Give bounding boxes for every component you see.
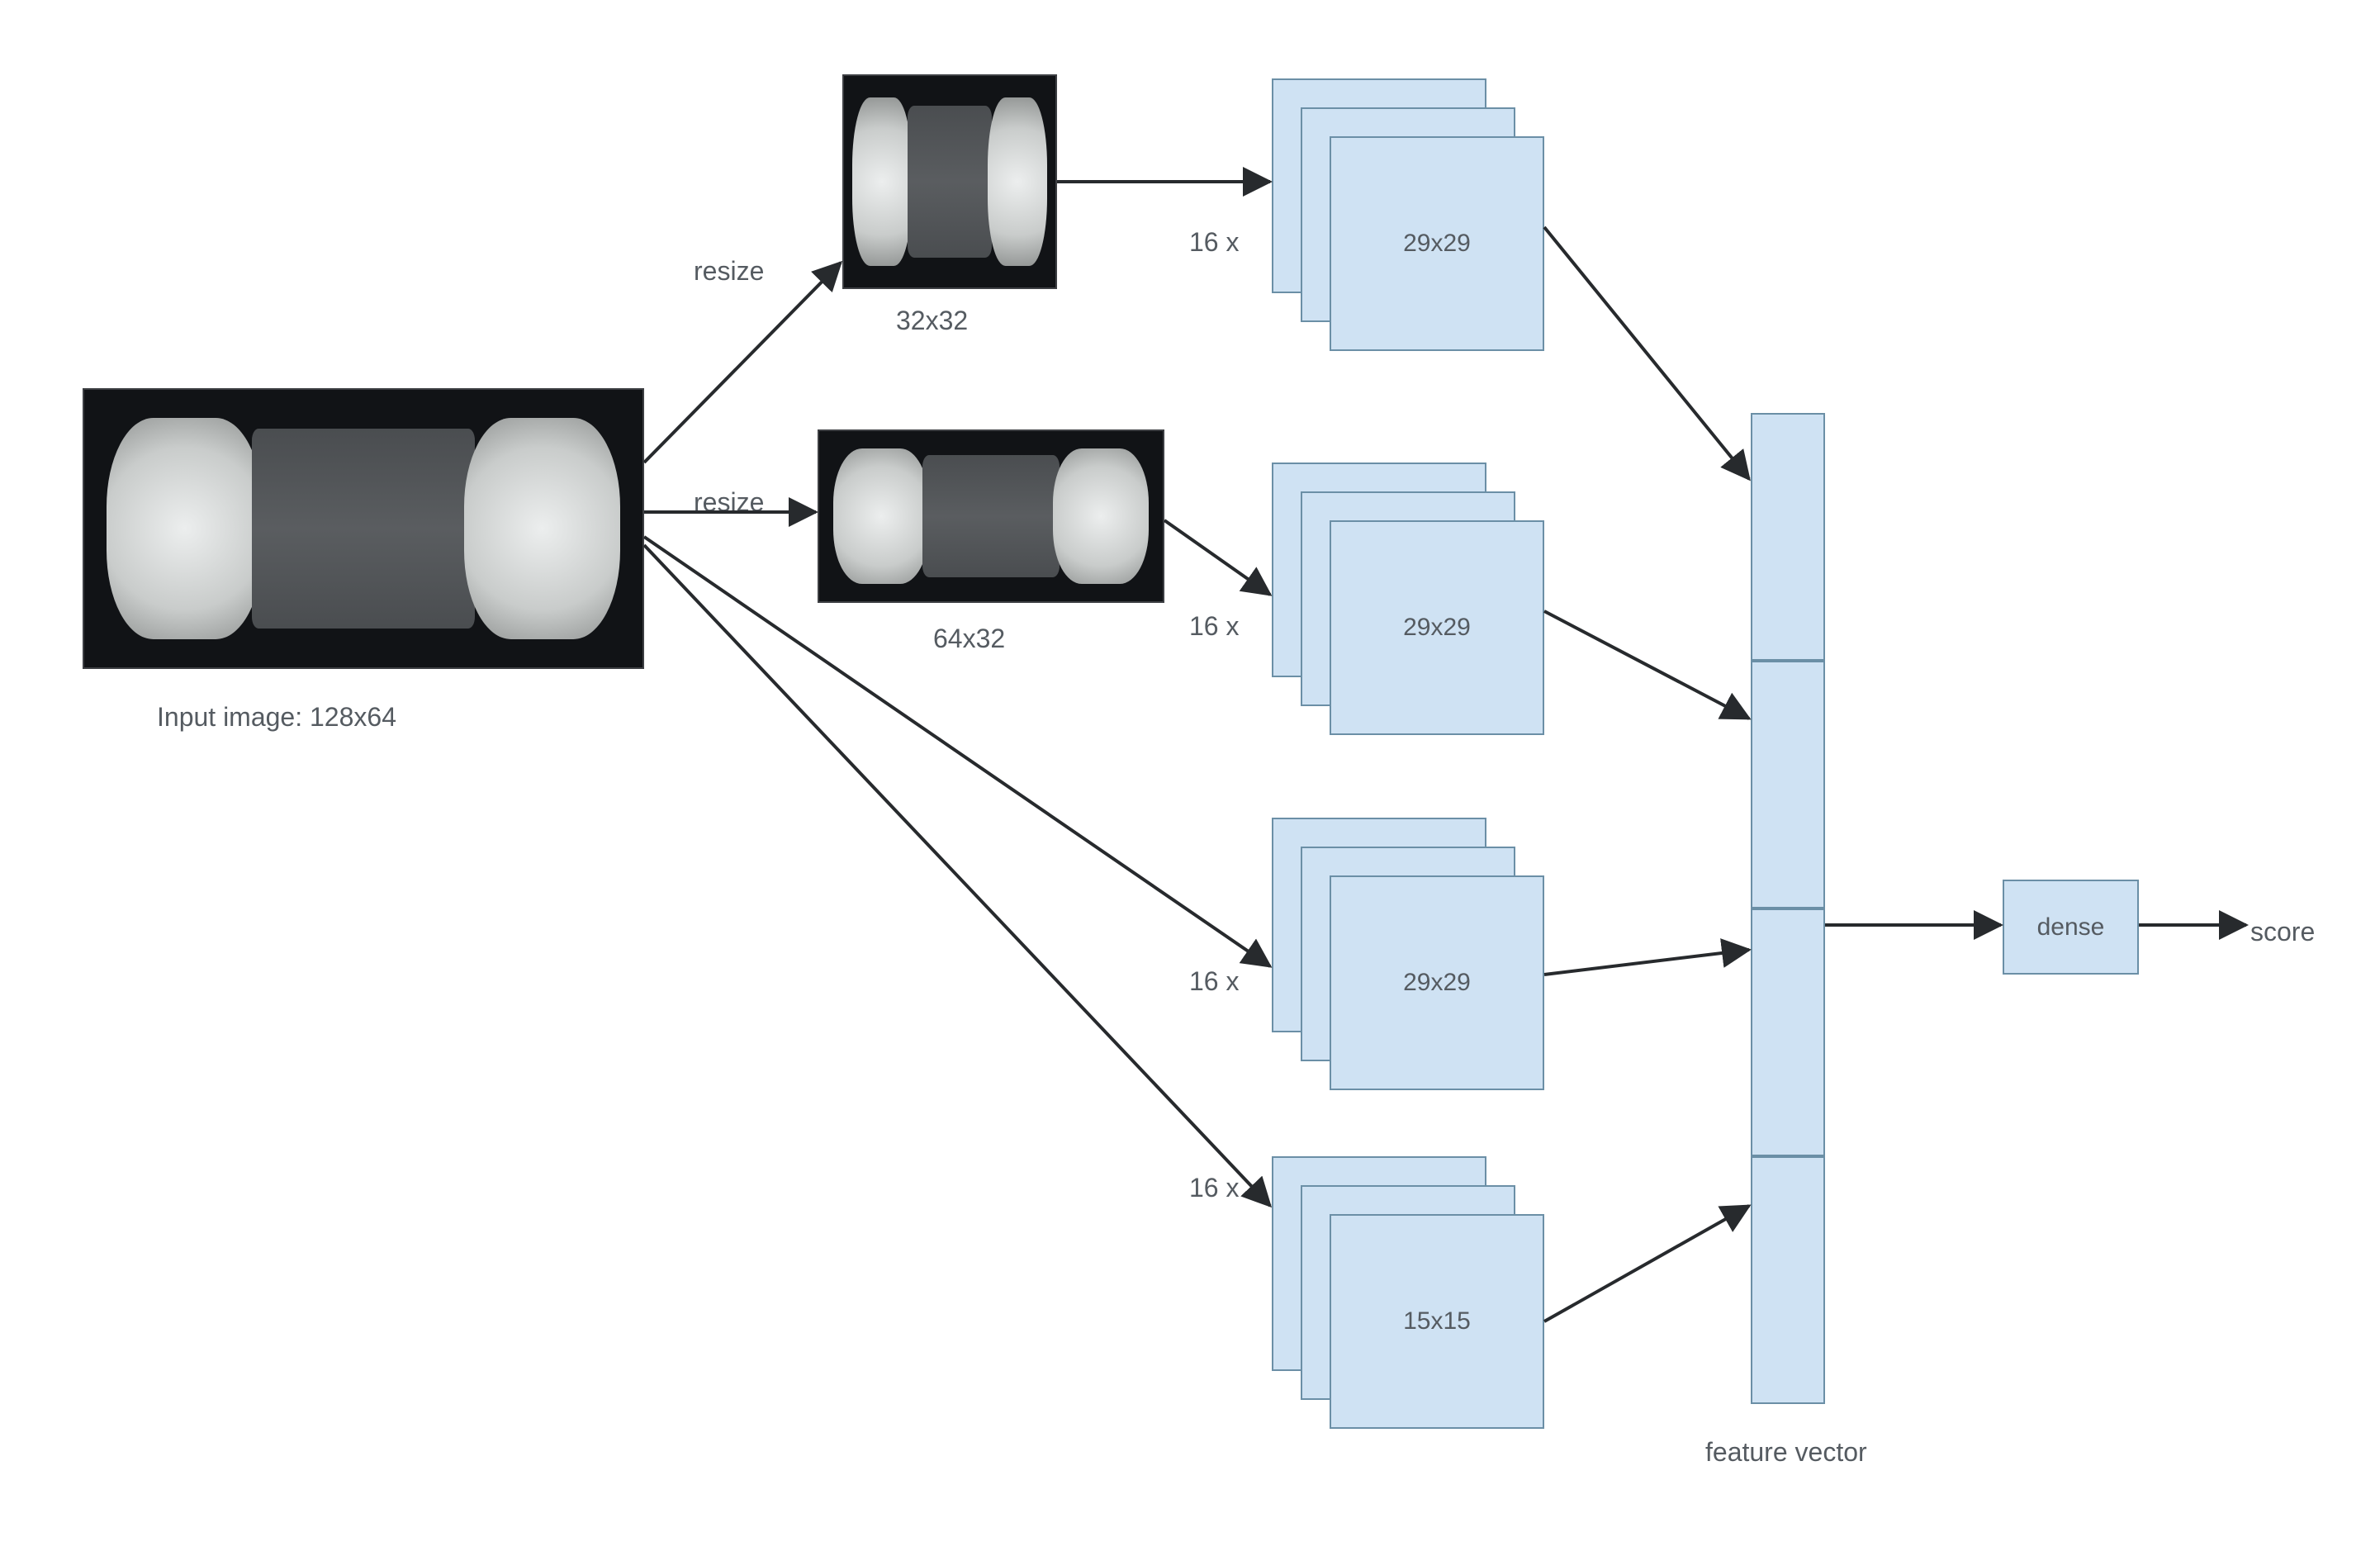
thumbnail-32x32-left-pad bbox=[852, 97, 912, 267]
thumbnail-64x32-right-pad bbox=[1053, 448, 1149, 585]
thumbnail-32x32-right-pad bbox=[988, 97, 1047, 267]
feature-vector-caption: feature vector bbox=[1705, 1437, 1867, 1468]
dense-layer-label: dense bbox=[2037, 913, 2105, 942]
feature-vector-segment bbox=[1751, 908, 1825, 1156]
stack-3-multiplier-label: 16 x bbox=[1189, 966, 1239, 997]
thumbnail-64x32 bbox=[818, 429, 1164, 603]
diagram-canvas: Input image: 128x64 resize resize 32x32 … bbox=[0, 0, 2380, 1556]
feature-map-size-label: 29x29 bbox=[1403, 230, 1471, 258]
feature-vector-box bbox=[1751, 413, 1825, 1404]
stack-4-multiplier-label: 16 x bbox=[1189, 1173, 1239, 1203]
stack-1-multiplier-label: 16 x bbox=[1189, 227, 1239, 258]
arrow bbox=[1164, 520, 1270, 595]
thumbnail-64x32-body bbox=[922, 455, 1060, 577]
thumbnail-32x32-body bbox=[908, 106, 992, 258]
feature-map: 15x15 bbox=[1330, 1214, 1544, 1429]
feature-map-size-label: 29x29 bbox=[1403, 969, 1471, 997]
feature-map-stack-4: 15x15 bbox=[1272, 1156, 1544, 1429]
arrow bbox=[1544, 227, 1749, 479]
thumbnail-64x32-caption: 64x32 bbox=[933, 624, 1005, 654]
thumbnail-32x32 bbox=[842, 74, 1057, 289]
score-label: score bbox=[2250, 917, 2315, 947]
input-image-left-pad bbox=[107, 418, 263, 640]
feature-map: 29x29 bbox=[1330, 520, 1544, 735]
arrow bbox=[1544, 950, 1749, 975]
feature-map-size-label: 15x15 bbox=[1403, 1307, 1471, 1335]
input-image-right-pad bbox=[464, 418, 620, 640]
feature-map: 29x29 bbox=[1330, 875, 1544, 1090]
arrow bbox=[644, 263, 841, 463]
feature-map-size-label: 29x29 bbox=[1403, 614, 1471, 642]
thumbnail-64x32-left-pad bbox=[833, 448, 929, 585]
thumbnail-32x32-caption: 32x32 bbox=[896, 306, 968, 336]
feature-map-stack-3: 29x29 bbox=[1272, 818, 1544, 1090]
input-image bbox=[83, 388, 644, 669]
feature-map-stack-2: 29x29 bbox=[1272, 463, 1544, 735]
feature-vector-segment bbox=[1751, 413, 1825, 661]
feature-vector-segment bbox=[1751, 661, 1825, 908]
input-image-caption: Input image: 128x64 bbox=[157, 702, 396, 733]
resize-label-mid: resize bbox=[694, 487, 764, 518]
input-image-body bbox=[252, 429, 475, 629]
dense-layer-box: dense bbox=[2003, 880, 2139, 975]
feature-map-stack-1: 29x29 bbox=[1272, 78, 1544, 351]
stack-2-multiplier-label: 16 x bbox=[1189, 611, 1239, 642]
feature-map: 29x29 bbox=[1330, 136, 1544, 351]
feature-vector-segment bbox=[1751, 1156, 1825, 1404]
arrow bbox=[1544, 611, 1749, 719]
resize-label-top: resize bbox=[694, 256, 764, 287]
arrow bbox=[1544, 1206, 1749, 1321]
